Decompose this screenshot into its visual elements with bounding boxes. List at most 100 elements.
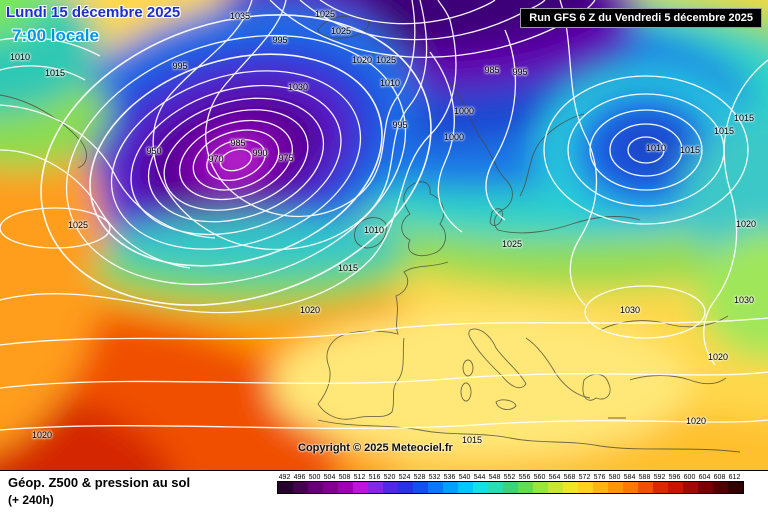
pressure-label: 1025 <box>501 239 523 249</box>
scale-value: 568 <box>563 474 576 481</box>
pressure-label: 1015 <box>679 145 701 155</box>
scale-value: 536 <box>443 474 456 481</box>
scale-value: 532 <box>428 474 441 481</box>
pressure-label: 1030 <box>619 305 641 315</box>
color-scale-values: 492 496 500 504 508 512 516 520 524 528 532 536 540 5… <box>277 474 744 481</box>
scale-value: 600 <box>683 474 696 481</box>
scale-color-cell <box>668 482 683 493</box>
chart-title: Géop. Z500 & pression au sol <box>8 475 191 490</box>
pressure-label: 1015 <box>337 263 359 273</box>
scale-color-cell <box>653 482 668 493</box>
pressure-label: 985 <box>484 65 500 75</box>
scale-color-cell <box>593 482 608 493</box>
scale-color-cell <box>713 482 728 493</box>
scale-value: 560 <box>533 474 546 481</box>
scale-value: 528 <box>413 474 426 481</box>
scale-color-cell <box>338 482 353 493</box>
pressure-label: 1010 <box>363 225 385 235</box>
pressure-label: 1020 <box>735 219 757 229</box>
pressure-label: 1020 <box>31 430 53 440</box>
pressure-label: 1035 <box>229 11 251 21</box>
scale-color-cell <box>473 482 488 493</box>
scale-color-cell <box>728 482 743 493</box>
scale-color-cell <box>533 482 548 493</box>
scale-value: 592 <box>653 474 666 481</box>
scale-color-cell <box>308 482 323 493</box>
scale-value: 500 <box>308 474 321 481</box>
pressure-label: 1015 <box>461 435 483 445</box>
scale-color-cell <box>353 482 368 493</box>
pressure-label: 1020 <box>351 55 373 65</box>
pressure-label: 1020 <box>707 352 729 362</box>
pressure-label: 950 <box>146 146 162 156</box>
scale-color-cell <box>443 482 458 493</box>
scale-color-cell <box>563 482 578 493</box>
pressure-label: 1025 <box>314 9 336 19</box>
scale-value: 608 <box>713 474 726 481</box>
map-canvas <box>0 0 768 470</box>
scale-color-cell <box>398 482 413 493</box>
scale-color-cell <box>458 482 473 493</box>
run-info-box: Run GFS 6 Z du Vendredi 5 décembre 2025 <box>520 8 762 28</box>
pressure-label: 1010 <box>9 52 31 62</box>
color-scale-bar <box>277 481 744 494</box>
scale-value: 564 <box>548 474 561 481</box>
scale-value: 496 <box>293 474 306 481</box>
scale-color-cell <box>413 482 428 493</box>
scale-color-cell <box>383 482 398 493</box>
pressure-label: 970 <box>208 154 224 164</box>
scale-value: 552 <box>503 474 516 481</box>
copyright-label: Copyright © 2025 Meteociel.fr <box>298 442 453 454</box>
pressure-label: 1015 <box>44 68 66 78</box>
scale-value: 576 <box>593 474 606 481</box>
pressure-label: 1000 <box>443 132 465 142</box>
scale-value: 520 <box>383 474 396 481</box>
pressure-label: 1030 <box>733 295 755 305</box>
scale-value: 544 <box>473 474 486 481</box>
scale-value: 596 <box>668 474 681 481</box>
scale-value: 512 <box>353 474 366 481</box>
scale-value: 580 <box>608 474 621 481</box>
pressure-label: 1025 <box>375 55 397 65</box>
scale-value: 588 <box>638 474 651 481</box>
valid-time-label: 7:00 locale <box>12 26 99 45</box>
pressure-label: 975 <box>278 153 294 163</box>
scale-color-cell <box>428 482 443 493</box>
scale-value: 508 <box>338 474 351 481</box>
map-area: 1010 1015 995 1035 995 1025 1025 1030 1020 1025 10… <box>0 0 768 470</box>
pressure-label: 1010 <box>379 78 401 88</box>
legend-bar: Géop. Z500 & pression au sol (+ 240h) 49… <box>0 470 768 512</box>
scale-color-cell <box>548 482 563 493</box>
scale-color-cell <box>518 482 533 493</box>
scale-value: 516 <box>368 474 381 481</box>
scale-color-cell <box>278 482 293 493</box>
pressure-label: 1015 <box>713 126 735 136</box>
pressure-label: 1010 <box>645 143 667 153</box>
pressure-label: 1030 <box>287 82 309 92</box>
scale-value: 540 <box>458 474 471 481</box>
valid-date-label: Lundi 15 décembre 2025 <box>6 4 181 21</box>
scale-color-cell <box>638 482 653 493</box>
pressure-label: 1020 <box>299 305 321 315</box>
scale-value: 556 <box>518 474 531 481</box>
scale-color-cell <box>488 482 503 493</box>
scale-color-cell <box>503 482 518 493</box>
scale-value: 612 <box>728 474 741 481</box>
color-field <box>0 0 768 470</box>
scale-value: 604 <box>698 474 711 481</box>
scale-value: 492 <box>278 474 291 481</box>
scale-value: 504 <box>323 474 336 481</box>
scale-color-cell <box>293 482 308 493</box>
scale-color-cell <box>608 482 623 493</box>
scale-value: 548 <box>488 474 501 481</box>
isobar-contours <box>0 0 768 430</box>
pressure-label: 995 <box>512 67 528 77</box>
scale-color-cell <box>578 482 593 493</box>
pressure-label: 995 <box>272 35 288 45</box>
pressure-label: 985 <box>230 138 246 148</box>
scale-value: 572 <box>578 474 591 481</box>
pressure-label: 1020 <box>685 416 707 426</box>
forecast-hour-label: (+ 240h) <box>8 493 54 507</box>
scale-value: 584 <box>623 474 636 481</box>
pressure-label: 1025 <box>67 220 89 230</box>
